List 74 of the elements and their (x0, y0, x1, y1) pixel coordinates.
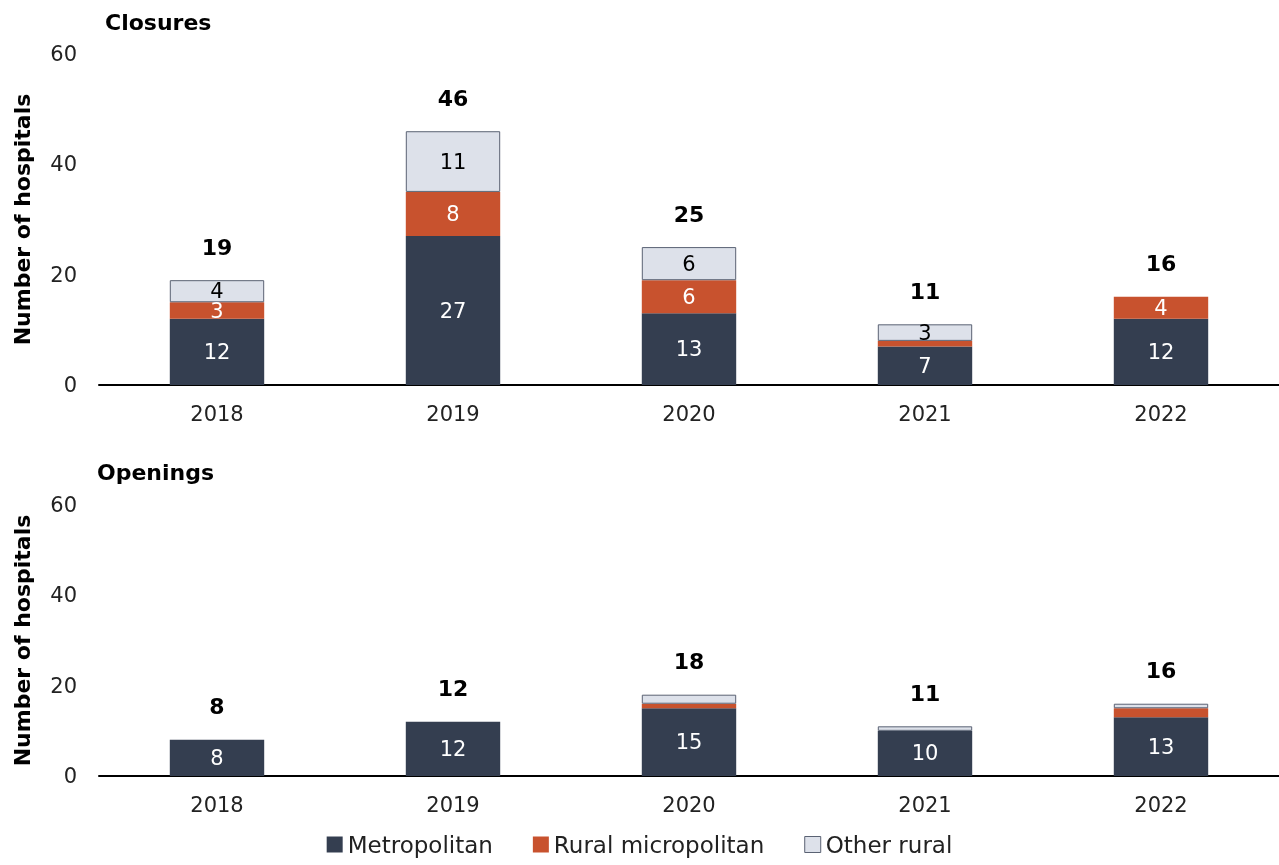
x-tick-label: 2018 (190, 401, 244, 426)
x-tick-label: 2022 (1134, 792, 1188, 817)
bar (877, 340, 973, 347)
data-label: 27 (439, 298, 467, 323)
total-label: 11 (909, 278, 941, 304)
y-axis-title: Number of hospitals (9, 514, 35, 767)
total-label: 11 (909, 680, 941, 706)
y-tick-label: 20 (50, 673, 77, 698)
bar (1113, 296, 1209, 319)
bar (169, 280, 265, 303)
data-label: 13 (675, 337, 703, 362)
total-label: 19 (201, 234, 233, 260)
total-label: 16 (1145, 251, 1177, 277)
legend-label: Rural micropolitan (553, 831, 765, 858)
x-tick-label: 2019 (426, 792, 480, 817)
total-label: 25 (673, 201, 705, 227)
bar (877, 346, 973, 385)
bar (877, 726, 973, 731)
total-label: 8 (209, 694, 225, 720)
x-tick-label: 2020 (662, 401, 716, 426)
x-tick-label: 2020 (662, 792, 716, 817)
y-tick-label: 0 (63, 373, 77, 397)
bar (1113, 708, 1209, 718)
data-label: 13 (1147, 734, 1175, 759)
data-label: 4 (1154, 295, 1168, 320)
data-label: 12 (1147, 339, 1175, 364)
legend-label: Other rural (825, 831, 953, 858)
data-label: 12 (203, 339, 231, 364)
bar (169, 302, 265, 319)
bar (405, 721, 501, 776)
total-label: 16 (1145, 658, 1177, 684)
data-label: 3 (918, 320, 932, 345)
bar (1113, 717, 1209, 776)
data-label: 11 (439, 149, 467, 174)
x-tick-label: 2019 (426, 401, 480, 426)
y-tick-label: 20 (50, 262, 77, 287)
bar (641, 280, 737, 314)
data-label: 10 (911, 741, 939, 766)
bar (1113, 318, 1209, 385)
bar (877, 324, 973, 341)
y-tick-label: 60 (50, 493, 77, 517)
bar (641, 694, 737, 704)
x-tick-label: 2022 (1134, 401, 1188, 426)
data-label: 8 (210, 745, 224, 770)
bar (641, 708, 737, 776)
legend-label: Metropolitan (347, 831, 493, 858)
y-tick-label: 40 (50, 583, 77, 608)
bar (405, 236, 501, 385)
total-label: 18 (673, 649, 705, 675)
total-label: 46 (437, 85, 469, 111)
x-tick-label: 2018 (190, 792, 244, 817)
y-tick-label: 0 (63, 764, 77, 788)
bar (405, 131, 501, 192)
total-label: 12 (437, 676, 469, 702)
x-tick-label: 2021 (898, 792, 952, 817)
data-label: 8 (446, 201, 460, 226)
bar (641, 313, 737, 385)
y-axis-title: Number of hospitals (9, 93, 35, 346)
data-label: 7 (918, 353, 932, 378)
data-label: 6 (682, 251, 696, 276)
bar (169, 318, 265, 385)
x-tick-label: 2021 (898, 401, 952, 426)
chart-title: Openings (97, 459, 215, 485)
chart-title: Closures (105, 9, 212, 35)
bar (169, 739, 265, 776)
bar (641, 247, 737, 281)
data-label: 6 (682, 284, 696, 309)
data-label: 3 (210, 298, 224, 323)
y-tick-label: 40 (50, 152, 77, 177)
y-tick-label: 60 (50, 42, 77, 66)
bar (877, 730, 973, 776)
data-label: 15 (675, 730, 703, 755)
data-label: 12 (439, 736, 467, 761)
bar (405, 191, 501, 237)
